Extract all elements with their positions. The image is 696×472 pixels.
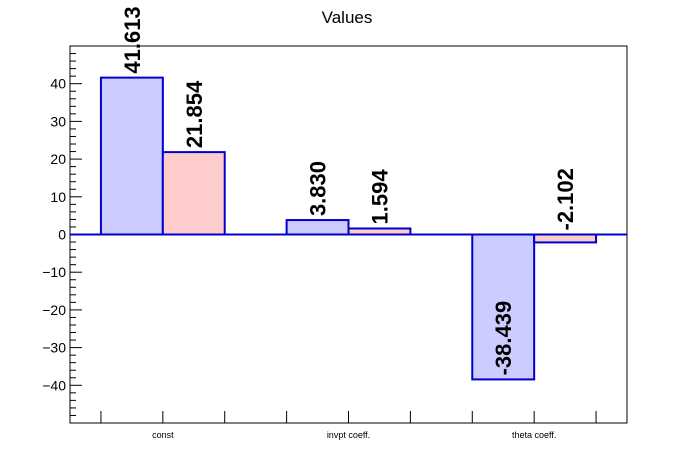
data-label: 3.830 xyxy=(306,161,331,216)
bar xyxy=(533,233,598,244)
bar xyxy=(99,76,164,236)
x-category-label: invpt coeff. xyxy=(327,430,370,440)
y-tick-label: −40 xyxy=(42,377,66,393)
y-tick-label: 20 xyxy=(50,151,66,167)
data-label: -38.439 xyxy=(491,301,516,376)
y-tick-label: −30 xyxy=(42,340,66,356)
y-tick-label: −20 xyxy=(42,302,66,318)
data-label: 41.613 xyxy=(120,6,145,73)
data-label: 1.594 xyxy=(367,169,392,225)
bar xyxy=(285,219,350,236)
y-tick-label: −10 xyxy=(42,264,66,280)
x-category-label: const xyxy=(152,430,174,440)
data-label: -2.102 xyxy=(553,168,578,230)
data-label: 21.854 xyxy=(182,80,207,148)
y-tick-label: 40 xyxy=(50,76,66,92)
x-category-label: theta coeff. xyxy=(512,430,556,440)
bar xyxy=(161,151,226,236)
y-tick-label: 30 xyxy=(50,113,66,129)
chart-title: Values xyxy=(322,8,373,27)
y-tick-label: 0 xyxy=(58,227,66,243)
y-tick-label: 10 xyxy=(50,189,66,205)
